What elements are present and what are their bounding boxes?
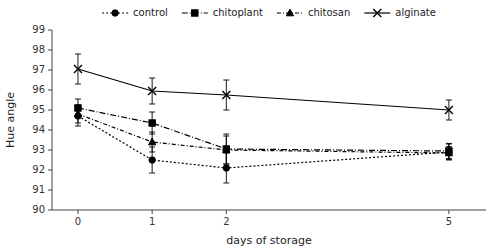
legend-label: control (133, 7, 168, 18)
y-tick (48, 210, 52, 211)
legend-marker (373, 9, 381, 17)
legend-item: chitoplant (182, 7, 263, 18)
error-bar (446, 143, 452, 158)
y-tick (48, 110, 52, 111)
error-bar (223, 134, 229, 164)
point (446, 149, 452, 155)
y-tick-label: 97 (32, 64, 45, 75)
x-tick (448, 210, 449, 214)
y-tick-label: 91 (32, 184, 45, 195)
x-tick (77, 210, 78, 214)
x-tick-label: 0 (75, 216, 81, 227)
error-bar (149, 112, 155, 134)
page: {"chart_data": { "type": "line", "xlabel… (0, 0, 500, 252)
y-tick (48, 90, 52, 91)
series-line (78, 69, 449, 110)
legend-marker (286, 9, 293, 16)
error-bar (446, 100, 452, 120)
y-tick-label: 93 (32, 144, 45, 155)
y-axis-label: Hue angle (4, 92, 17, 148)
x-tick-label: 5 (446, 216, 452, 227)
legend: control chitoplant chitosan alginate (102, 7, 436, 18)
y-tick (48, 130, 52, 131)
x-tick (152, 210, 153, 214)
y-tick-label: 96 (32, 84, 45, 95)
legend-marker (112, 10, 118, 16)
x-axis-line (52, 210, 486, 211)
legend-item: control (102, 7, 168, 18)
point (222, 91, 230, 99)
point (149, 138, 156, 145)
error-bar (223, 136, 229, 164)
x-tick (226, 210, 227, 214)
y-tick (48, 190, 52, 191)
series (75, 99, 452, 164)
point (445, 106, 453, 114)
y-tick-label: 95 (32, 104, 45, 115)
chart: 90 91 92 93 94 95 96 97 98 99 0 1 2 5 days of storage H… (0, 0, 500, 252)
error-bar (446, 144, 452, 160)
series-line (78, 116, 449, 168)
error-bar (149, 132, 155, 152)
y-tick (48, 170, 52, 171)
legend-label: chitoplant (213, 7, 263, 18)
point (223, 165, 229, 171)
point (149, 120, 155, 126)
y-axis-line (52, 30, 53, 210)
y-tick-label: 99 (32, 24, 45, 35)
point (148, 87, 156, 95)
point (445, 149, 452, 156)
series (74, 105, 452, 164)
error-bar (75, 54, 81, 84)
y-tick (48, 30, 52, 31)
y-tick (48, 70, 52, 71)
legend-label: chitosan (308, 7, 350, 18)
legend-item: alginate (364, 7, 436, 18)
y-tick-label: 98 (32, 44, 45, 55)
plot-area (74, 54, 453, 183)
legend-marker (192, 10, 198, 16)
point (223, 146, 230, 153)
y-tick-label: 90 (32, 204, 45, 215)
x-tick-label: 1 (149, 216, 155, 227)
y-tick-label: 94 (32, 124, 45, 135)
error-bar (149, 78, 155, 104)
point (74, 65, 82, 73)
point (74, 110, 81, 117)
x-tick-label: 2 (223, 216, 229, 227)
series (74, 54, 453, 120)
error-bar (446, 147, 452, 160)
series-line (78, 108, 449, 151)
x-axis-label: days of storage (226, 234, 312, 247)
point (223, 146, 229, 152)
y-tick (48, 150, 52, 151)
series-line (78, 114, 449, 153)
error-bar (75, 105, 81, 123)
y-tick (48, 50, 52, 51)
legend-item: chitosan (277, 7, 350, 18)
error-bar (223, 80, 229, 110)
point (149, 157, 155, 163)
y-tick-label: 92 (32, 164, 45, 175)
series (75, 106, 452, 183)
legend-label: alginate (395, 7, 436, 18)
